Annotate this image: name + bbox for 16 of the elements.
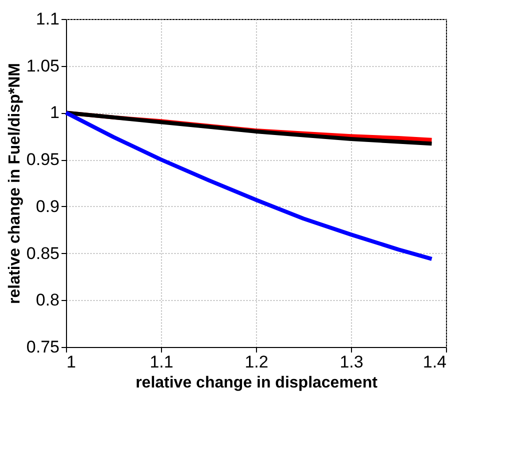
x-axis-title: relative change in displacement: [136, 374, 378, 392]
y-tick-label: 1: [50, 103, 60, 122]
x-tick-label: 1: [66, 352, 76, 372]
y-tick-label: 0.8: [36, 290, 60, 310]
y-tick-label: 1.05: [26, 56, 60, 76]
y-tick-label: 0.75: [26, 338, 60, 356]
line-series: [64, 110, 434, 261]
y-tick-label: 1.1: [36, 10, 60, 28]
x-tick-label: 1.4: [422, 352, 446, 372]
y-tick-label: 0.9: [36, 196, 60, 216]
x-tick-label: 1.2: [244, 352, 268, 372]
x-tick-label: 1.3: [340, 352, 364, 372]
y-axis-title: relative change in Fuel/disp*NM: [6, 63, 24, 304]
y-tick-label: 0.85: [26, 244, 60, 263]
x-tick-label: 1.1: [150, 352, 174, 372]
y-tick-label: 0.95: [26, 150, 60, 170]
